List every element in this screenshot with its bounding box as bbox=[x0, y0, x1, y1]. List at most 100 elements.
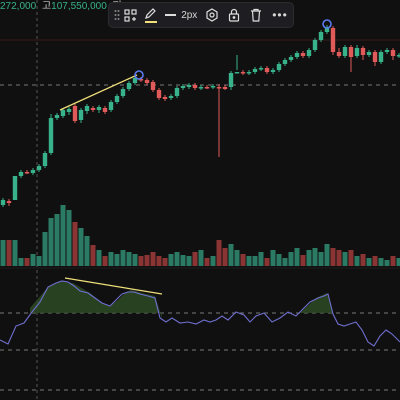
volume-bar bbox=[18, 258, 24, 266]
candle-body bbox=[114, 96, 120, 102]
object-tree-icon[interactable] bbox=[121, 3, 139, 27]
volume-bar bbox=[282, 258, 288, 266]
line-width-button[interactable]: 2px bbox=[162, 3, 201, 27]
candle-body bbox=[6, 201, 12, 203]
candle-body bbox=[168, 96, 174, 98]
ohlc-readout: 272,000 고107,550,000 저 bbox=[0, 0, 122, 14]
candle-body bbox=[300, 53, 306, 56]
volume-bar bbox=[72, 222, 78, 266]
candle-body bbox=[96, 107, 102, 110]
lock-icon[interactable] bbox=[223, 3, 245, 27]
candle-body bbox=[204, 87, 210, 89]
volume-bar bbox=[312, 248, 318, 266]
volume-bar bbox=[162, 258, 168, 266]
trash-icon[interactable] bbox=[245, 3, 267, 27]
volume-bar bbox=[228, 244, 234, 266]
volume-bar bbox=[300, 255, 306, 266]
candle-body bbox=[120, 89, 126, 96]
volume-bar bbox=[324, 244, 330, 266]
volume-bar bbox=[204, 258, 210, 266]
candle-body bbox=[192, 85, 198, 88]
volume-bar bbox=[252, 256, 258, 266]
volume-bar bbox=[372, 256, 378, 266]
candle-body bbox=[180, 86, 186, 88]
candle-body bbox=[216, 87, 222, 89]
volume-bar bbox=[42, 232, 48, 266]
candle-body bbox=[174, 88, 180, 96]
candle-body bbox=[354, 48, 360, 56]
settings-icon[interactable] bbox=[201, 3, 223, 27]
volume-bar bbox=[36, 256, 42, 266]
volume-bar bbox=[366, 258, 372, 266]
anchor-handle-right bbox=[322, 19, 332, 29]
volume-bars bbox=[0, 205, 400, 266]
volume-bar bbox=[0, 240, 6, 266]
indicator-pane bbox=[0, 280, 400, 347]
pen-color-swatch bbox=[144, 21, 157, 23]
volume-bar bbox=[60, 205, 66, 266]
line-width-label: 2px bbox=[181, 9, 198, 21]
volume-bar bbox=[396, 258, 400, 266]
volume-bar bbox=[348, 250, 354, 266]
candle-body bbox=[144, 80, 150, 83]
volume-bar bbox=[318, 252, 324, 266]
candle-body bbox=[294, 53, 300, 57]
candle-body bbox=[372, 52, 378, 62]
candle-body bbox=[366, 52, 372, 55]
candle-body bbox=[0, 200, 6, 205]
volume-bar bbox=[78, 228, 84, 266]
volume-bar bbox=[90, 245, 96, 266]
volume-bar bbox=[288, 252, 294, 266]
volume-bar bbox=[234, 250, 240, 266]
trendline-indicator bbox=[64, 277, 163, 295]
volume-bar bbox=[156, 256, 162, 266]
volume-bar bbox=[114, 254, 120, 266]
candle-body bbox=[276, 64, 282, 70]
candle-body bbox=[84, 106, 90, 111]
volume-bar bbox=[138, 256, 144, 266]
volume-bar bbox=[336, 250, 342, 266]
candle-body bbox=[54, 115, 60, 118]
drag-handle-icon[interactable] bbox=[112, 3, 121, 27]
volume-bar bbox=[210, 256, 216, 266]
candle-body bbox=[12, 176, 18, 200]
candle-body bbox=[342, 47, 348, 56]
volume-bar bbox=[294, 248, 300, 266]
line-width-sample bbox=[165, 14, 177, 16]
volume-bar bbox=[30, 254, 36, 266]
candle-body bbox=[264, 68, 270, 72]
pencil-icon bbox=[145, 8, 157, 19]
volume-bar bbox=[216, 240, 222, 266]
volume-bar bbox=[12, 240, 18, 266]
volume-bar bbox=[150, 252, 156, 266]
candle-body bbox=[108, 102, 114, 110]
candle-body bbox=[156, 90, 162, 98]
volume-bar bbox=[180, 255, 186, 266]
drawings[interactable] bbox=[59, 19, 332, 295]
candle-body bbox=[288, 57, 294, 60]
candle-body bbox=[234, 72, 240, 74]
candle-body bbox=[66, 109, 72, 112]
volume-bar bbox=[102, 256, 108, 266]
more-icon[interactable]: ••• bbox=[272, 8, 288, 22]
candle-body bbox=[60, 110, 66, 116]
volume-bar bbox=[108, 252, 114, 266]
candle-body bbox=[360, 48, 366, 55]
volume-bar bbox=[126, 252, 132, 266]
volume-bar bbox=[186, 256, 192, 266]
candle-body bbox=[222, 87, 228, 89]
volume-bar bbox=[24, 258, 30, 266]
high-label: 고 bbox=[41, 1, 52, 12]
candle-body bbox=[312, 40, 318, 50]
candle-body bbox=[132, 78, 138, 83]
pencil-color-button[interactable] bbox=[140, 3, 162, 27]
volume-bar bbox=[48, 218, 54, 266]
candle-body bbox=[228, 73, 234, 87]
volume-bar bbox=[378, 258, 384, 266]
candle-body bbox=[162, 97, 168, 99]
candle-body bbox=[90, 108, 96, 110]
volume-bar bbox=[270, 250, 276, 266]
candle-body bbox=[198, 87, 204, 89]
volume-bar bbox=[360, 254, 366, 266]
